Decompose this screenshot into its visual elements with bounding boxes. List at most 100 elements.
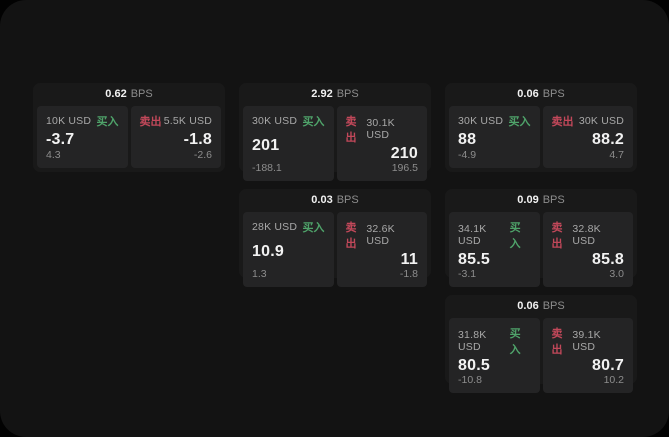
buy-label: 买入 bbox=[509, 328, 521, 356]
quote-panels: 10K USD 买入 -3.7 4.3 卖出 5.5K USD -1.8 -2.… bbox=[37, 106, 221, 168]
buy-price: 201 bbox=[252, 137, 280, 154]
spread-value: 2.92 bbox=[311, 88, 333, 100]
sell-label: 卖出 bbox=[551, 116, 574, 128]
buy-label: 买入 bbox=[302, 222, 325, 234]
sell-price: 11 bbox=[400, 251, 418, 268]
sell-panel-top: 卖出 30K USD bbox=[552, 113, 625, 129]
buy-delta: -4.9 bbox=[458, 149, 477, 161]
buy-panel-top: 28K USD 买入 bbox=[252, 219, 325, 235]
spread-value: 0.03 bbox=[311, 194, 333, 206]
buy-price: 10.9 bbox=[252, 243, 284, 260]
sell-price: 85.8 bbox=[592, 251, 624, 268]
sell-panel[interactable]: 卖出 39.1K USD 80.7 10.2 bbox=[542, 318, 633, 393]
buy-panel[interactable]: 31.8K USD 买入 80.5 -10.8 bbox=[449, 318, 540, 393]
sell-label: 卖出 bbox=[139, 116, 162, 128]
sell-size: 32.6K USD bbox=[366, 223, 395, 247]
buy-panel[interactable]: 34.1K USD 买入 85.5 -3.1 bbox=[449, 212, 540, 287]
quote-panels: 28K USD 买入 10.9 1.3 卖出 32.6K USD 11 -1.8 bbox=[243, 212, 427, 287]
quote-card: 0.62 BPS 10K USD 买入 -3.7 4.3 卖出 5.5K USD… bbox=[33, 83, 225, 172]
spread-header: 0.09 BPS bbox=[449, 189, 633, 212]
buy-size: 30K USD bbox=[458, 115, 504, 127]
bps-unit-label: BPS bbox=[542, 300, 565, 312]
sell-delta: 3.0 bbox=[609, 268, 624, 280]
quote-panels: 34.1K USD 买入 85.5 -3.1 卖出 32.8K USD 85.8… bbox=[449, 212, 633, 287]
spread-value: 0.09 bbox=[517, 194, 539, 206]
spread-value: 0.62 bbox=[105, 88, 127, 100]
spread-header: 0.06 BPS bbox=[449, 295, 633, 318]
bps-unit-label: BPS bbox=[130, 88, 153, 100]
buy-panel-top: 30K USD 买入 bbox=[252, 113, 325, 129]
sell-delta: 196.5 bbox=[391, 162, 418, 174]
sell-panel[interactable]: 卖出 30.1K USD 210 196.5 bbox=[336, 106, 427, 181]
sell-delta: 10.2 bbox=[603, 374, 624, 386]
sell-label: 卖出 bbox=[345, 222, 357, 250]
buy-price: 85.5 bbox=[458, 251, 490, 268]
sell-label: 卖出 bbox=[345, 116, 357, 144]
buy-delta: -188.1 bbox=[252, 162, 282, 174]
buy-panel-top: 10K USD 买入 bbox=[46, 113, 119, 129]
sell-panel-top: 卖出 5.5K USD bbox=[140, 113, 213, 129]
sell-size: 32.8K USD bbox=[572, 223, 601, 247]
sell-delta: 4.7 bbox=[609, 149, 624, 161]
spread-header: 0.62 BPS bbox=[37, 83, 221, 106]
buy-size: 34.1K USD bbox=[458, 223, 487, 247]
sell-size: 30.1K USD bbox=[366, 117, 395, 141]
sell-panel[interactable]: 卖出 32.8K USD 85.8 3.0 bbox=[542, 212, 633, 287]
spread-header: 2.92 BPS bbox=[243, 83, 427, 106]
quote-card: 0.03 BPS 28K USD 买入 10.9 1.3 卖出 32.6K US… bbox=[239, 189, 431, 287]
sell-price: 210 bbox=[390, 145, 418, 162]
buy-panel[interactable]: 30K USD 买入 88 -4.9 bbox=[449, 106, 540, 168]
spread-header: 0.03 BPS bbox=[243, 189, 427, 212]
buy-panel[interactable]: 30K USD 买入 201 -188.1 bbox=[243, 106, 334, 181]
sell-price: 80.7 bbox=[592, 357, 624, 374]
sell-panel[interactable]: 卖出 30K USD 88.2 4.7 bbox=[542, 106, 633, 168]
buy-size: 10K USD bbox=[46, 115, 92, 127]
quote-panels: 30K USD 买入 88 -4.9 卖出 30K USD 88.2 4.7 bbox=[449, 106, 633, 168]
buy-panel[interactable]: 10K USD 买入 -3.7 4.3 bbox=[37, 106, 128, 168]
sell-label: 卖出 bbox=[551, 328, 563, 356]
buy-price: 88 bbox=[458, 130, 477, 148]
sell-size: 30K USD bbox=[578, 115, 624, 127]
spread-value: 0.06 bbox=[517, 300, 539, 312]
quote-panels: 31.8K USD 买入 80.5 -10.8 卖出 39.1K USD 80.… bbox=[449, 318, 633, 393]
bps-unit-label: BPS bbox=[542, 194, 565, 206]
buy-delta: 4.3 bbox=[46, 149, 61, 161]
bps-unit-label: BPS bbox=[542, 88, 565, 100]
spread-header: 0.06 BPS bbox=[449, 83, 633, 106]
sell-delta: -2.6 bbox=[193, 149, 212, 161]
sell-panel-top: 卖出 32.6K USD bbox=[346, 219, 419, 251]
buy-size: 28K USD bbox=[252, 221, 298, 233]
buy-label: 买入 bbox=[302, 116, 325, 128]
quote-card: 0.06 BPS 30K USD 买入 88 -4.9 卖出 30K USD 8… bbox=[445, 83, 637, 172]
buy-delta: 1.3 bbox=[252, 268, 267, 280]
quote-card: 0.06 BPS 31.8K USD 买入 80.5 -10.8 卖出 39.1… bbox=[445, 295, 637, 393]
buy-label: 买入 bbox=[509, 222, 521, 250]
buy-price: 80.5 bbox=[458, 357, 490, 374]
sell-price: -1.8 bbox=[183, 130, 212, 148]
sell-panel[interactable]: 卖出 32.6K USD 11 -1.8 bbox=[336, 212, 427, 287]
quote-panels: 30K USD 买入 201 -188.1 卖出 30.1K USD 210 1… bbox=[243, 106, 427, 181]
sell-panel[interactable]: 卖出 5.5K USD -1.8 -2.6 bbox=[130, 106, 221, 168]
buy-panel-top: 31.8K USD 买入 bbox=[458, 325, 531, 357]
bps-unit-label: BPS bbox=[336, 194, 359, 206]
sell-delta: -1.8 bbox=[399, 268, 418, 280]
buy-panel-top: 30K USD 买入 bbox=[458, 113, 531, 129]
buy-price: -3.7 bbox=[46, 130, 75, 148]
sell-panel-top: 卖出 32.8K USD bbox=[552, 219, 625, 251]
sell-label: 卖出 bbox=[551, 222, 563, 250]
buy-label: 买入 bbox=[96, 116, 119, 128]
buy-panel-top: 34.1K USD 买入 bbox=[458, 219, 531, 251]
sell-panel-top: 卖出 30.1K USD bbox=[346, 113, 419, 145]
card-grid: 0.62 BPS 10K USD 买入 -3.7 4.3 卖出 5.5K USD… bbox=[33, 83, 637, 393]
sell-size: 39.1K USD bbox=[572, 329, 601, 353]
buy-label: 买入 bbox=[508, 116, 531, 128]
buy-delta: -10.8 bbox=[458, 374, 482, 386]
quote-card: 2.92 BPS 30K USD 买入 201 -188.1 卖出 30.1K … bbox=[239, 83, 431, 181]
sell-price: 88.2 bbox=[592, 130, 624, 148]
bps-unit-label: BPS bbox=[336, 88, 359, 100]
buy-size: 30K USD bbox=[252, 115, 298, 127]
buy-delta: -3.1 bbox=[458, 268, 477, 280]
buy-panel[interactable]: 28K USD 买入 10.9 1.3 bbox=[243, 212, 334, 287]
buy-size: 31.8K USD bbox=[458, 329, 487, 353]
